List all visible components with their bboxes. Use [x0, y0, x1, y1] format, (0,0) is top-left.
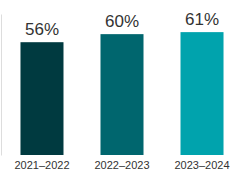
x-axis: 2021–2022 2022–2023 2023–2024 — [14, 155, 229, 171]
x-tick-label: 2022–2023 — [94, 159, 149, 171]
data-label: 60% — [105, 12, 139, 31]
y-axis — [1, 15, 2, 156]
x-tick: 2023–2024 — [174, 155, 229, 171]
chart: 56% 60% 61% 2021–2022 2022–2023 2023–2024 — [0, 0, 241, 177]
x-tick: 2021–2022 — [14, 155, 69, 171]
bar — [20, 42, 63, 155]
bar — [100, 34, 143, 155]
data-label: 61% — [185, 10, 219, 29]
bars — [20, 32, 223, 155]
bar — [181, 32, 224, 155]
x-tick-label: 2023–2024 — [174, 159, 229, 171]
data-labels: 56% 60% 61% — [25, 10, 219, 39]
data-label: 56% — [25, 20, 59, 39]
x-tick: 2022–2023 — [94, 155, 149, 171]
x-tick-label: 2021–2022 — [14, 159, 69, 171]
y-axis-line — [1, 15, 2, 156]
